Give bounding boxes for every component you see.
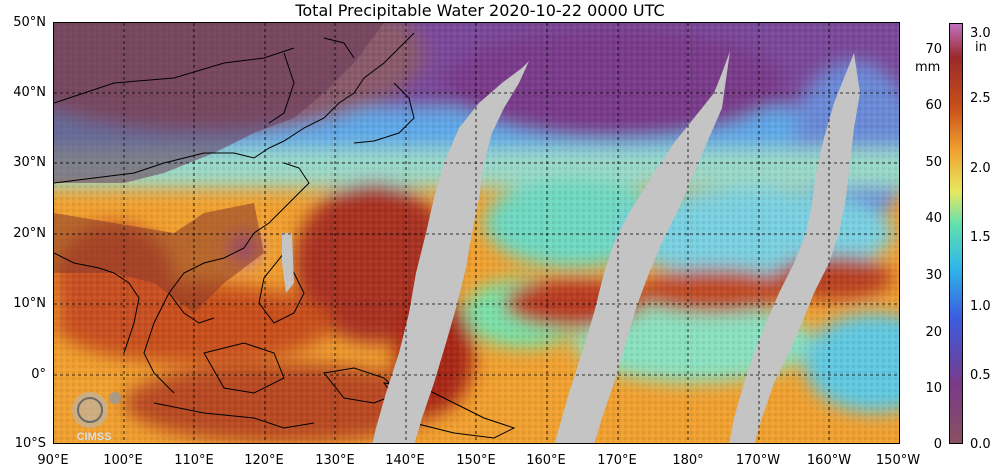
- lon-label-160w: 160°W: [806, 453, 852, 468]
- colorbar-mm-tick: 10: [925, 381, 942, 396]
- lon-label-170w: 170°W: [735, 453, 781, 468]
- colorbar-mm-tick: 50: [925, 155, 942, 170]
- colorbar-in-tick: 1.5: [970, 230, 991, 245]
- tpw-field: [54, 23, 899, 443]
- lon-label-120e: 120°E: [244, 453, 284, 468]
- colorbar-mm-tick: 30: [925, 268, 942, 283]
- colorbar-in-tick: 3.0: [970, 26, 991, 41]
- lat-label-30n: 30°N: [13, 155, 46, 170]
- logo-text: CIMSS: [77, 431, 112, 443]
- colorbar-in-tick: 2.5: [970, 91, 991, 106]
- lat-label-50n: 50°N: [13, 15, 46, 30]
- colorbar-mm-tick: 0: [933, 437, 942, 452]
- tpw-map: [53, 22, 900, 444]
- lon-label-150e: 150°E: [456, 453, 496, 468]
- swath-gaps: [282, 51, 860, 443]
- colorbar-mm-tick: 20: [925, 325, 942, 340]
- colorbar-in-tick: 0.5: [970, 368, 991, 383]
- lon-label-150w: 150°W: [875, 453, 921, 468]
- colorbar-unit-in: in: [975, 40, 987, 55]
- lon-label-140e: 140°E: [385, 453, 425, 468]
- lon-label-180: 180°: [672, 453, 704, 468]
- lat-label-0: 0°: [31, 367, 46, 382]
- colorbar-mm-tick: 70: [925, 42, 942, 57]
- lon-label-90e: 90°E: [37, 453, 69, 468]
- colorbar-in-tick: 2.0: [970, 161, 991, 176]
- lat-label-10n: 10°N: [13, 296, 46, 311]
- map-title: Total Precipitable Water 2020-10-22 0000…: [295, 1, 665, 20]
- lat-label-20n: 20°N: [13, 226, 46, 241]
- coastlines: [54, 32, 516, 439]
- lon-label-170e: 170°E: [597, 453, 637, 468]
- lat-label-40n: 40°N: [13, 85, 46, 100]
- colorbar-in-tick: 1.0: [970, 299, 991, 314]
- colorbar-unit-mm: mm: [915, 60, 941, 75]
- cimss-logo: CIMSS: [60, 388, 128, 444]
- lon-label-110e: 110°E: [174, 453, 214, 468]
- lat-label-10s: 10°S: [14, 436, 46, 451]
- lon-label-160e: 160°E: [526, 453, 566, 468]
- lon-label-100e: 100°E: [103, 453, 143, 468]
- lon-label-130e: 130°E: [315, 453, 355, 468]
- colorbar-mm-tick: 60: [925, 98, 942, 113]
- colorbar-in-tick: 0.0: [970, 437, 991, 452]
- colorbar-mm-tick: 40: [925, 211, 942, 226]
- colorbar: [949, 23, 963, 444]
- land-overlay: [54, 23, 384, 313]
- graticule: [54, 23, 899, 443]
